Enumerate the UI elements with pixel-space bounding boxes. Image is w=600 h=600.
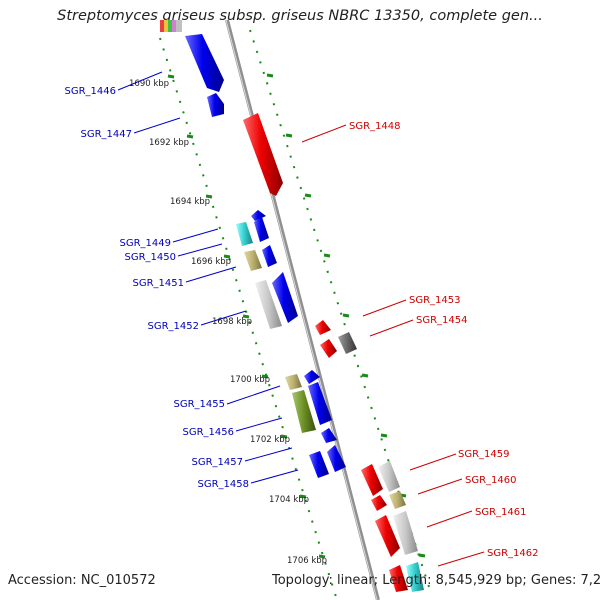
gene-sgr-1451-arrow [272, 272, 298, 323]
leader-sgr-1454 [369, 319, 414, 337]
topology-label: Topology: linear; Length: 8,545,929 bp; … [272, 573, 600, 588]
genome-axis-highlight [225, 19, 378, 600]
gene-sgr-1450-arrow [262, 245, 277, 267]
gene-sgr-1462-cyan [406, 562, 424, 592]
gene-sgr-1456 [292, 390, 316, 433]
forward-genes [185, 34, 346, 478]
leader-sgr-1461 [426, 510, 473, 528]
kbp-label: 1700 kbp [230, 375, 270, 385]
gene-label[interactable]: SGR_1455 [174, 399, 226, 410]
leader-sgr-1451 [185, 266, 237, 283]
gene-label[interactable]: SGR_1454 [416, 315, 468, 326]
gene-sgr-1453 [315, 320, 331, 335]
gene-sgr-1449-arrow [254, 217, 269, 242]
leader-sgr-1457 [244, 447, 293, 462]
gene-sgr-1453-b [320, 339, 337, 358]
gene-partial-arrow [304, 370, 320, 384]
leader-sgr-1449 [172, 228, 219, 243]
leader-sgr-1453 [362, 299, 407, 317]
kbp-ticks [167, 74, 326, 559]
gene-label[interactable]: SGR_1452 [148, 321, 200, 332]
leader-sgr-1462 [437, 551, 485, 567]
gene-label[interactable]: SGR_1458 [198, 479, 250, 490]
leader-sgr-1456 [235, 417, 283, 432]
leader-sgr-1460 [417, 478, 463, 495]
gene-label[interactable]: SGR_1460 [465, 475, 517, 486]
leader-sgr-1458 [250, 469, 299, 484]
gene-sgr-1461 [375, 515, 400, 557]
gene-sgr-1447-arrow [207, 93, 224, 117]
gene-sgr-1449 [236, 222, 253, 246]
leader-sgr-1452 [200, 310, 247, 326]
leader-sgr-1450 [177, 243, 223, 257]
gene-label[interactable]: SGR_1447 [81, 129, 133, 140]
leader-sgr-1459 [409, 453, 457, 471]
gene-label[interactable]: SGR_1453 [409, 295, 461, 306]
gene-sgr-1460-khaki [389, 491, 406, 509]
gene-label[interactable]: SGR_1461 [475, 507, 527, 518]
gene-sgr-1461-gray [393, 511, 418, 555]
gene-sgr-1458-arrow [327, 445, 346, 472]
right-track-ticks [266, 73, 426, 558]
gene-label[interactable]: SGR_1451 [133, 278, 185, 289]
kbp-label: 1692 kbp [149, 138, 189, 148]
kbp-label: 1690 kbp [129, 79, 169, 89]
gene-label[interactable]: SGR_1450 [125, 252, 177, 263]
gene-sgr-1458 [309, 451, 329, 478]
gene-sgr-1446-arrow [185, 34, 224, 92]
leader-sgr-1446 [117, 71, 163, 91]
genome-axis [225, 19, 380, 600]
gene-sgr-1462 [389, 565, 408, 592]
gene-sgr-1454 [338, 332, 357, 354]
leader-sgr-1455 [226, 385, 281, 405]
gene-label[interactable]: SGR_1459 [458, 449, 510, 460]
kbp-label: 1704 kbp [269, 495, 309, 505]
accession-label: Accession: NC_010572 [8, 573, 156, 588]
gene-sgr-1448 [243, 113, 283, 196]
partial-feature-top [160, 20, 182, 32]
leader-sgr-1447 [133, 117, 181, 134]
gene-label[interactable]: SGR_1462 [487, 548, 539, 559]
reverse-genes [243, 113, 424, 592]
gene-sgr-1450 [244, 250, 262, 271]
kbp-label: 1706 kbp [287, 556, 327, 566]
gene-label[interactable]: SGR_1449 [120, 238, 172, 249]
gene-sgr-1455-arrow [308, 382, 332, 425]
gene-sgr-1459-gray [378, 461, 400, 492]
gene-label[interactable]: SGR_1456 [183, 427, 235, 438]
gene-sgr-1451 [255, 280, 282, 329]
leader-sgr-1448 [301, 124, 347, 143]
kbp-label: 1694 kbp [170, 197, 210, 207]
gene-sgr-1460 [371, 495, 387, 511]
gene-partial-arrow [251, 210, 266, 221]
gene-label[interactable]: SGR_1446 [65, 86, 117, 97]
kbp-label: 1698 kbp [212, 317, 252, 327]
gene-label[interactable]: SGR_1457 [192, 457, 244, 468]
gene-label[interactable]: SGR_1448 [349, 121, 401, 132]
gene-sgr-1457-arrow [321, 428, 337, 443]
gene-sgr-1455 [285, 374, 302, 390]
gene-sgr-1459 [361, 464, 383, 496]
kbp-label: 1696 kbp [191, 257, 231, 267]
kbp-label: 1702 kbp [250, 435, 290, 445]
